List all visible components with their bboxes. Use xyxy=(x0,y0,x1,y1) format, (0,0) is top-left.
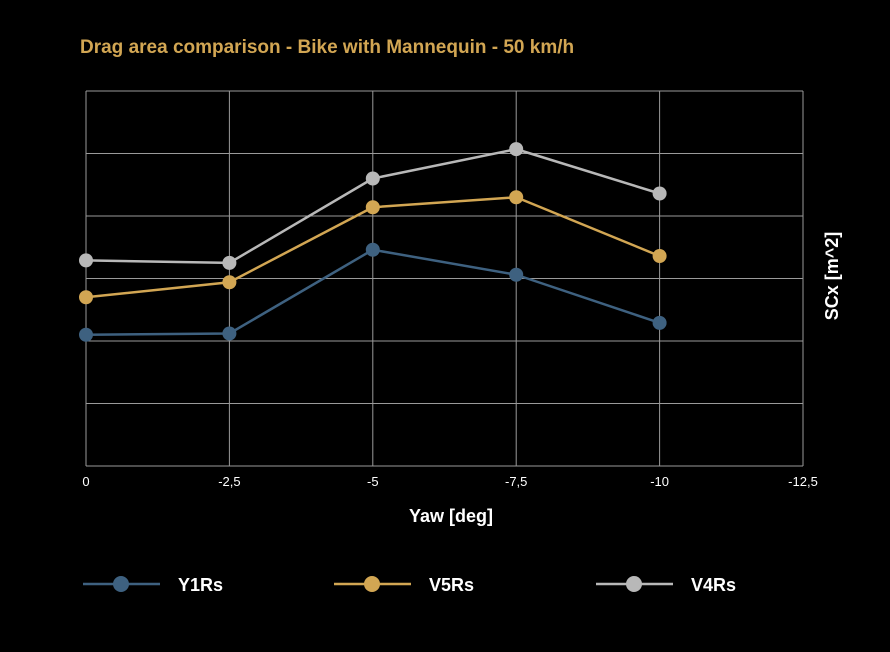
data-point xyxy=(652,315,667,330)
y-axis-label: SCx [m^2] xyxy=(822,232,842,321)
data-point xyxy=(79,327,93,342)
grid xyxy=(85,90,804,467)
data-point xyxy=(79,253,93,268)
legend-label: V4Rs xyxy=(691,575,736,595)
data-point xyxy=(652,186,667,201)
data-point xyxy=(652,249,667,263)
legend-swatch-marker xyxy=(364,576,380,592)
data-point xyxy=(79,290,93,305)
chart-title: Drag area comparison - Bike with Mannequ… xyxy=(80,37,574,58)
x-tick-label: 0 xyxy=(82,474,89,489)
data-point xyxy=(509,142,524,157)
data-point xyxy=(365,200,380,215)
legend-swatch-marker xyxy=(113,576,129,592)
legend: Y1Rs V5Rs V4Rs xyxy=(83,575,736,595)
x-tick-label: -2,5 xyxy=(218,474,240,489)
data-point xyxy=(365,171,380,186)
legend-label: Y1Rs xyxy=(178,575,223,595)
legend-swatch-marker xyxy=(626,576,642,592)
x-axis-ticks: 0 -2,5 -5 -7,5 -10 -12,5 xyxy=(82,474,817,489)
x-tick-label: -12,5 xyxy=(788,474,818,489)
data-point xyxy=(222,255,237,270)
data-point xyxy=(222,326,237,341)
x-tick-label: -5 xyxy=(367,474,379,489)
x-axis-label: Yaw [deg] xyxy=(409,506,493,526)
x-tick-label: -7,5 xyxy=(505,474,527,489)
series-group xyxy=(79,142,667,342)
data-point xyxy=(509,267,524,282)
legend-label: V5Rs xyxy=(429,575,474,595)
data-point xyxy=(222,275,237,290)
x-tick-label: -10 xyxy=(650,474,669,489)
data-point xyxy=(509,190,524,205)
data-point xyxy=(365,242,380,257)
